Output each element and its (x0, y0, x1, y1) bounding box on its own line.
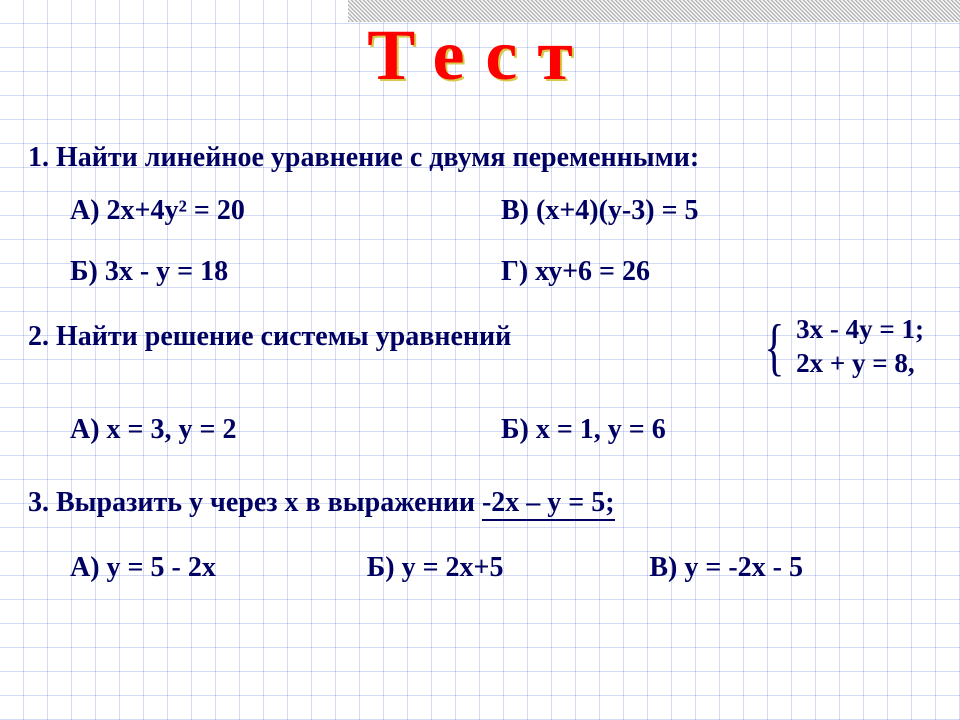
q3-text-b: -2х – у = 5; (482, 487, 615, 521)
q1-option-g: Г) ху+6 = 26 (501, 254, 932, 289)
q1-text: Найти линейное уравнение с двумя перемен… (56, 142, 699, 173)
system-eq-1: 3х - 4у = 1; (796, 313, 924, 347)
q3-option-b: Б) у = 2х+5 (367, 550, 650, 585)
q1-prompt: 1. Найти линейное уравнение с двумя пере… (28, 140, 932, 175)
q2-option-b: Б) х = 1, у = 6 (501, 412, 932, 447)
left-brace-icon: { (765, 320, 785, 374)
q2-option-a: А) х = 3, у = 2 (70, 412, 501, 447)
q1-option-a: А) 2х+4у² = 20 (70, 193, 501, 228)
question-2: 2. Найти решение системы уравнений { 3х … (28, 319, 932, 447)
page-title: Тест (0, 14, 960, 97)
question-1: 1. Найти линейное уравнение с двумя пере… (28, 140, 932, 289)
q1-number: 1. (28, 142, 49, 173)
q1-row-2: Б) 3х - у = 18 Г) ху+6 = 26 (28, 254, 932, 289)
q3-option-v: В) у = -2х - 5 (649, 550, 932, 585)
q3-option-a: А) у = 5 - 2х (70, 550, 367, 585)
q2-number: 2. (28, 321, 49, 352)
system-lines: 3х - 4у = 1; 2х + у = 8, (796, 313, 924, 381)
q3-prompt: 3. Выразить у через х в выражении -2х – … (28, 485, 932, 520)
equation-system: { 3х - 4у = 1; 2х + у = 8, (759, 313, 924, 381)
q3-number: 3. (28, 487, 49, 518)
q1-row-1: А) 2х+4у² = 20 В) (х+4)(у-3) = 5 (28, 193, 932, 228)
q2-text: Найти решение системы уравнений (56, 321, 511, 352)
system-eq-2: 2х + у = 8, (796, 347, 924, 381)
q1-option-v: В) (х+4)(у-3) = 5 (501, 193, 932, 228)
question-3: 3. Выразить у через х в выражении -2х – … (28, 485, 932, 585)
q3-text-a: Выразить у через х в выражении (56, 487, 482, 518)
content-area: 1. Найти линейное уравнение с двумя пере… (0, 140, 960, 585)
q3-options-row: А) у = 5 - 2х Б) у = 2х+5 В) у = -2х - 5 (28, 550, 932, 585)
q2-options-row: А) х = 3, у = 2 Б) х = 1, у = 6 (28, 412, 932, 447)
q1-option-b: Б) 3х - у = 18 (70, 254, 501, 289)
